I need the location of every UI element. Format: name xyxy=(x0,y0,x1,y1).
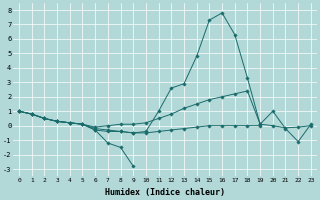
X-axis label: Humidex (Indice chaleur): Humidex (Indice chaleur) xyxy=(105,188,225,197)
